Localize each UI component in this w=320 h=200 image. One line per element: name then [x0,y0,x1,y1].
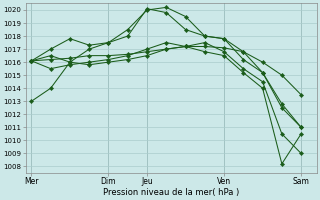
X-axis label: Pression niveau de la mer( hPa ): Pression niveau de la mer( hPa ) [103,188,239,197]
